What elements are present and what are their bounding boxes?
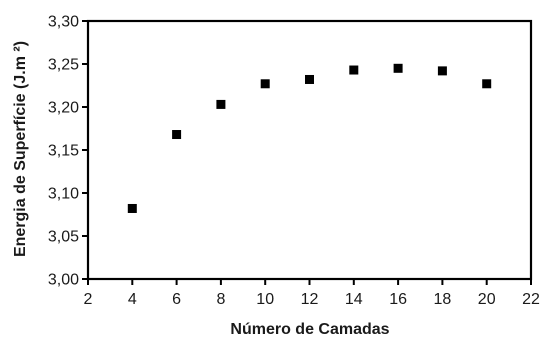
x-tick-label: 6 [172,291,181,308]
y-tick-label: 3,25 [48,57,79,74]
data-point [127,203,137,213]
x-tick-label: 20 [478,291,496,308]
y-tick-label: 3,10 [48,186,79,203]
data-points [127,63,492,213]
x-tick-label: 22 [522,291,540,308]
y-tick-label: 3,20 [48,100,79,117]
data-point [437,66,447,76]
y-tick-label: 3,00 [48,272,79,289]
x-tick-label: 12 [301,291,319,308]
ticks-layer: 2 4 6 8 10 12 14 16 18 20 22 3,00 3,05 3,10 3,15 3,20 3,… [48,14,540,309]
x-tick-label: 2 [84,291,93,308]
y-tick-label: 3,05 [48,229,79,246]
y-tick-label: 3,30 [48,14,79,31]
x-axis-title: Número de Camadas [230,321,389,338]
x-tick-label: 8 [216,291,225,308]
data-point [482,79,492,89]
x-tick-label: 16 [389,291,407,308]
x-tick-label: 10 [256,291,274,308]
x-tick-label: 18 [434,291,452,308]
data-point [172,130,182,140]
data-point [349,65,359,75]
x-tick-label: 4 [128,291,137,308]
y-tick-label: 3,15 [48,143,79,160]
data-point [260,79,270,89]
x-tick-label: 14 [345,291,363,308]
data-point [305,74,314,84]
data-point [393,63,403,73]
y-axis-title: Energia de Superfície (J.m ²) [12,41,29,257]
plot-frame [86,19,533,281]
axes-layer [86,19,533,281]
data-point [216,99,226,109]
